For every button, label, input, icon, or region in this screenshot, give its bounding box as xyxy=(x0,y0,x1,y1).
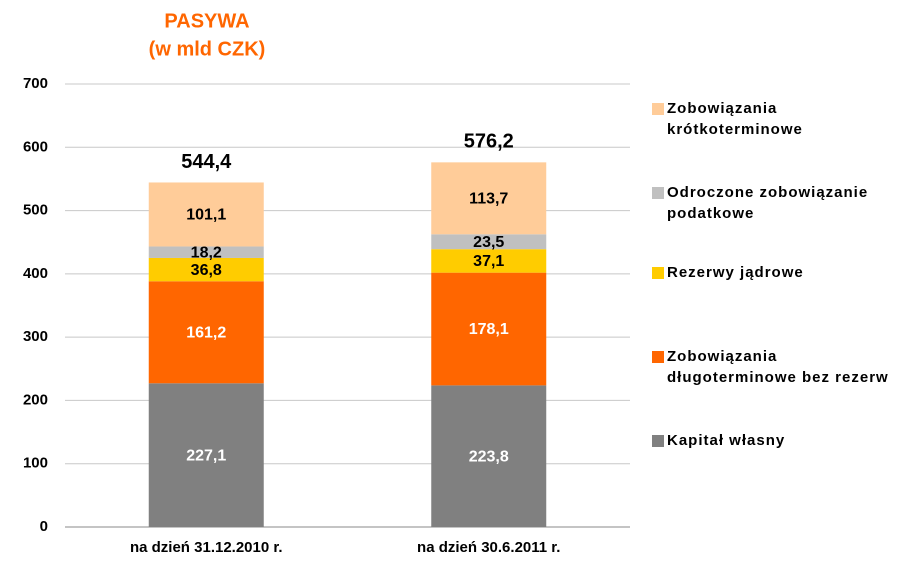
data-label: 36,8 xyxy=(191,262,222,279)
y-tick-label: 600 xyxy=(23,138,48,155)
legend-swatch xyxy=(652,103,664,115)
data-label: 178,1 xyxy=(469,321,509,338)
y-tick-label: 500 xyxy=(23,202,48,219)
legend-swatch xyxy=(652,351,664,363)
bar-segment xyxy=(431,234,547,250)
chart-title: PASYWA xyxy=(164,10,249,32)
legend-label: Odroczone zobowiązanie podatkowe xyxy=(667,184,869,222)
legend-swatch xyxy=(652,267,664,279)
legend-item: Rezerwy jądrowe xyxy=(652,262,902,283)
bar-segment xyxy=(148,257,264,282)
total-label: 544,4 xyxy=(181,151,232,173)
legend-label: Zobowiązania długoterminowe bez rezerw xyxy=(667,348,889,386)
bar-segment xyxy=(148,182,264,247)
bar-segment xyxy=(148,383,264,527)
bar-segment xyxy=(431,385,547,527)
y-tick-label: 0 xyxy=(40,518,48,535)
y-tick-label: 400 xyxy=(23,265,48,282)
y-tick-label: 100 xyxy=(23,455,48,472)
data-label: 101,1 xyxy=(186,207,226,224)
legend-item: Kapitał własny xyxy=(652,430,902,451)
x-tick-label: na dzień 30.6.2011 r. xyxy=(417,539,560,556)
data-label: 18,2 xyxy=(191,244,222,261)
legend-swatch xyxy=(652,435,664,447)
legend-label: Rezerwy jądrowe xyxy=(667,264,804,281)
bar-segment xyxy=(148,281,264,384)
legend-label: Zobowiązania krótkoterminowe xyxy=(667,100,803,138)
x-tick-label: na dzień 31.12.2010 r. xyxy=(130,539,283,556)
legend-swatch xyxy=(652,187,664,199)
y-tick-label: 200 xyxy=(23,391,48,408)
legend-item: Odroczone zobowiązanie podatkowe xyxy=(652,182,902,224)
bar-segment xyxy=(431,162,547,235)
total-label: 576,2 xyxy=(464,131,514,153)
data-label: 227,1 xyxy=(186,447,226,464)
data-label: 23,5 xyxy=(473,234,504,251)
legend-label: Kapitał własny xyxy=(667,432,786,449)
chart-subtitle: (w mld CZK) xyxy=(149,38,266,60)
data-label: 223,8 xyxy=(469,448,509,465)
bar-segment xyxy=(148,246,264,258)
data-label: 113,7 xyxy=(469,191,508,208)
legend-item: Zobowiązania krótkoterminowe xyxy=(652,98,902,140)
bar-segment xyxy=(431,272,547,386)
legend-item: Zobowiązania długoterminowe bez rezerw xyxy=(652,346,902,388)
data-label: 37,1 xyxy=(473,253,504,270)
data-label: 161,2 xyxy=(186,324,226,341)
y-tick-label: 700 xyxy=(23,75,48,92)
bar-segment xyxy=(431,249,547,273)
y-tick-label: 300 xyxy=(23,328,48,345)
